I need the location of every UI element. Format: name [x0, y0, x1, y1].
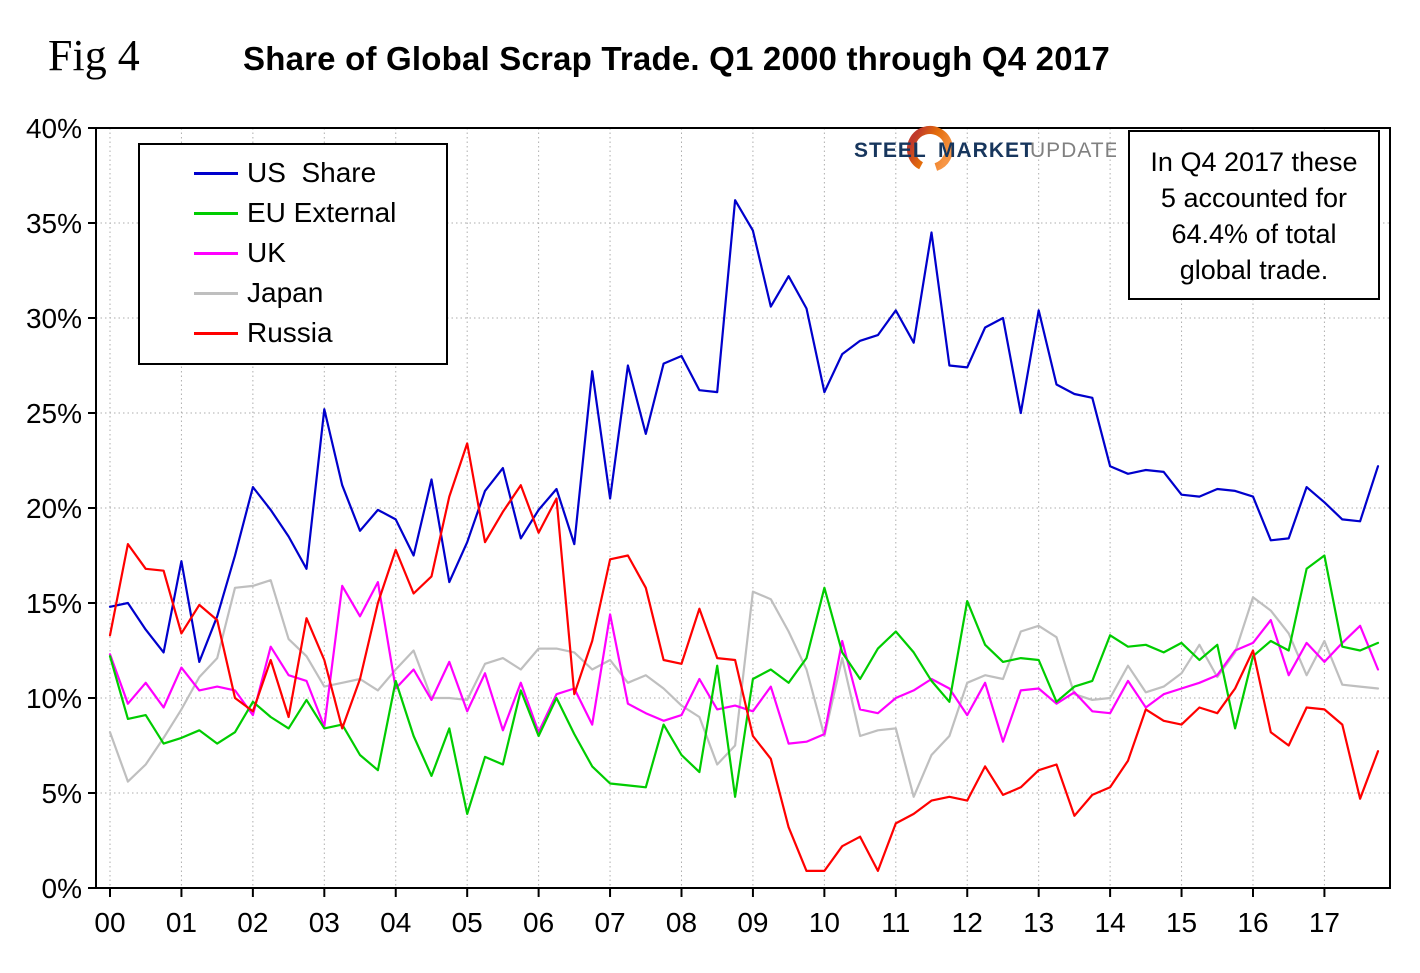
legend-label-us-share: US Share — [247, 157, 377, 188]
x-axis-label: 04 — [380, 907, 411, 938]
legend-item-us-share: US Share — [140, 153, 446, 193]
annotation-line-3: 64.4% of total — [1171, 219, 1337, 249]
series-line-eu-external — [108, 554, 1380, 816]
x-axis-label: 16 — [1237, 907, 1268, 938]
x-axis-label: 11 — [881, 907, 910, 938]
y-axis-label: 10% — [26, 683, 82, 714]
logo-word-steel: STEEL — [854, 139, 927, 162]
y-axis-label: 40% — [26, 113, 82, 144]
legend-label-japan: Japan — [247, 277, 324, 308]
annotation-line-2: 5 accounted for — [1160, 183, 1348, 213]
legend-item-russia: Russia — [140, 313, 446, 353]
y-axis-label: 25% — [26, 398, 82, 429]
x-axis-label: 12 — [952, 907, 983, 938]
legend-item-eu-external: EU External — [140, 193, 446, 233]
x-axis-label: 02 — [237, 907, 268, 938]
x-axis-label: 08 — [666, 907, 697, 938]
y-axis-label: 5% — [42, 778, 82, 809]
annotation-box: In Q4 2017 these 5 accounted for 64.4% o… — [1128, 130, 1380, 300]
x-axis-label: 14 — [1095, 907, 1126, 938]
x-axis-label: 17 — [1309, 907, 1340, 938]
steel-market-update-logo: STEEL MARKET UPDATE — [854, 126, 1116, 172]
legend-item-japan: Japan — [140, 273, 446, 313]
legend-line-us-share — [194, 171, 238, 175]
logo-word-market: MARKET — [938, 139, 1034, 162]
x-axis-label: 10 — [809, 907, 840, 938]
x-axis-label: 09 — [737, 907, 768, 938]
legend-line-russia — [194, 331, 238, 335]
y-axis-label: 15% — [26, 588, 82, 619]
logo-swoosh-icon — [907, 126, 953, 172]
x-axis-label: 06 — [523, 907, 554, 938]
series-line-japan — [108, 579, 1380, 798]
x-axis-label: 00 — [94, 907, 125, 938]
x-axis-label: 03 — [309, 907, 340, 938]
x-axis-label: 07 — [594, 907, 625, 938]
legend-line-japan — [194, 291, 238, 295]
series-line-russia — [108, 442, 1380, 873]
legend-label-eu-external: EU External — [247, 197, 397, 228]
chart-legend: US Share EU External UK Japan Russia — [138, 143, 448, 365]
annotation-line-1: In Q4 2017 these — [1150, 147, 1358, 177]
series-line-us-share — [108, 199, 1380, 664]
x-axis-label: 01 — [166, 907, 197, 938]
y-axis-label: 0% — [42, 873, 82, 904]
x-axis-label: 13 — [1023, 907, 1054, 938]
legend-label-uk: UK — [247, 237, 286, 268]
legend-label-russia: Russia — [247, 317, 333, 348]
annotation-line-4: global trade. — [1179, 255, 1329, 285]
legend-line-uk — [194, 251, 238, 255]
legend-item-uk: UK — [140, 233, 446, 273]
series-line-uk — [108, 581, 1380, 745]
logo-word-update: UPDATE — [1030, 139, 1116, 162]
y-axis-label: 30% — [26, 303, 82, 334]
figure-number: Fig 4 — [48, 31, 140, 80]
legend-line-eu-external — [194, 211, 238, 215]
x-axis-label: 15 — [1166, 907, 1197, 938]
y-axis-label: 20% — [26, 493, 82, 524]
y-axis-label: 35% — [26, 208, 82, 239]
x-axis-label: 05 — [452, 907, 483, 938]
chart-title: Share of Global Scrap Trade. Q1 2000 thr… — [243, 40, 1110, 77]
